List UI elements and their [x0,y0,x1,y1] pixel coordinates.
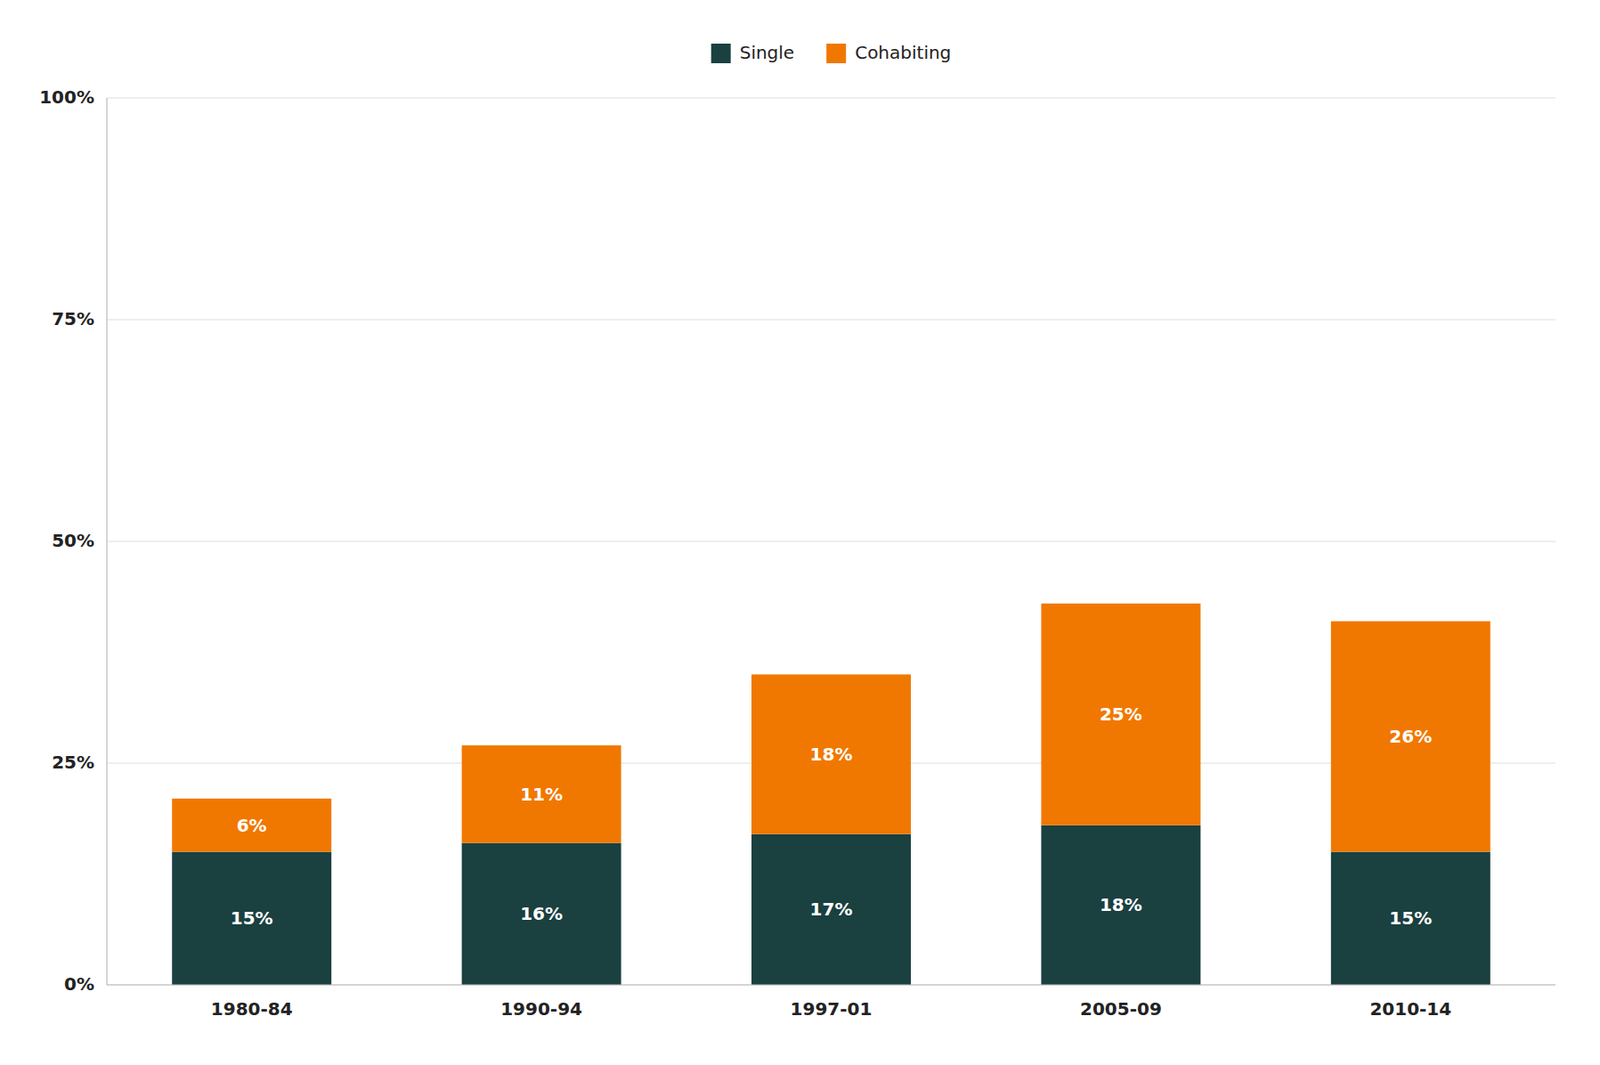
grid-line [106,984,1556,986]
legend-label: Single [739,41,795,64]
bar [1040,603,1201,826]
x-tick-label: 1997-01 [790,998,873,1020]
y-tick-label: 75% [51,308,95,330]
x-tick-label: 1980-84 [211,998,293,1020]
legend-item: Single [711,41,795,65]
legend: Single Cohabiting [711,41,952,65]
bar [171,852,332,985]
legend-item: Cohabiting [826,41,951,65]
data-label: 18% [1099,893,1143,916]
chart: 0% 25% 50% 75% 100% 15% 16% 17% 18% 15% 6% 11% 18% 25… [0,0,1600,1065]
bar [1040,825,1201,985]
bar [171,798,332,853]
data-label: 15% [1388,907,1432,929]
data-label: 15% [230,907,274,929]
bar [1331,852,1491,985]
legend-swatch [711,43,731,64]
data-labels: 15% 16% 17% 18% 15% 6% 11% 18% 25% 26% [230,703,1432,929]
y-tick-label: 100% [39,86,95,108]
y-tick-label: 0% [64,973,95,995]
grid-line [106,97,1556,99]
x-axis-line [106,983,1556,985]
bar [462,745,622,844]
y-tick-label: 50% [51,529,95,552]
background [0,0,1600,1065]
x-tick-label: 1990-94 [500,998,583,1020]
data-label: 25% [1099,703,1143,725]
legend-label: Cohabiting [854,41,951,64]
grid [106,97,1556,985]
bar [751,674,911,834]
x-tick-label: 2005-09 [1080,998,1162,1020]
x-ticks: 1980-84 1990-94 1997-01 2005-09 2010-14 [211,998,1452,1020]
x-tick-label: 2010-14 [1369,998,1452,1020]
grid-line [106,319,1556,321]
bar [462,843,622,985]
bar [751,834,911,985]
y-tick-label: 25% [51,751,95,773]
bars [171,603,1491,985]
y-axis-line [105,97,107,985]
legend-swatch [826,43,846,64]
data-label: 26% [1388,725,1432,748]
data-label: 17% [810,898,853,920]
data-label: 11% [519,783,563,805]
data-label: 18% [810,743,853,765]
data-label: 16% [519,902,563,925]
y-ticks: 0% 25% 50% 75% 100% [39,86,95,995]
data-label: 6% [236,814,268,837]
grid-line [106,541,1556,543]
bar [1331,621,1491,853]
